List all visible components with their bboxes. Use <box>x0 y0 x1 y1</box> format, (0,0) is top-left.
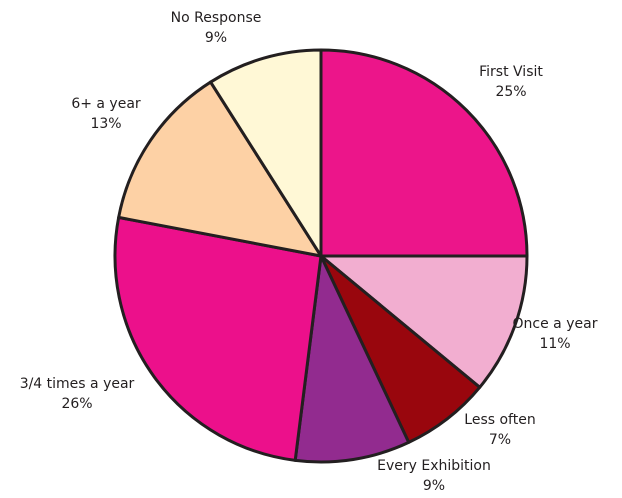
slice-label-value: 11% <box>539 336 570 352</box>
pie-slices <box>113 48 529 464</box>
slice-label: Every Exhibition 9% <box>377 458 491 494</box>
pie-slice-no-response <box>209 48 323 258</box>
slice-label: No Response 9% <box>171 10 262 46</box>
slice-label: Once a year 11% <box>513 316 598 352</box>
slice-label: 6+ a year 13% <box>71 96 141 132</box>
slice-label-name: No Response <box>171 10 262 26</box>
slice-label-value: 25% <box>495 84 526 100</box>
slice-label-name: Less often <box>464 412 535 428</box>
slice-label-value: 26% <box>61 396 92 412</box>
pie-slice-first-visit <box>319 48 529 258</box>
pie-labels: First Visit 25% Once a year 11% Less often 7%… <box>20 10 598 494</box>
slice-label: Less often 7% <box>464 412 535 448</box>
slice-label-name: 3/4 times a year <box>20 376 135 392</box>
slice-label-name: 6+ a year <box>71 96 141 112</box>
pie-slice-3-4-times-a-year <box>113 215 323 462</box>
slice-label-value: 9% <box>423 478 445 494</box>
slice-label-value: 7% <box>489 432 511 448</box>
slice-label-name: First Visit <box>479 64 543 80</box>
pie-slice-every-exhibition <box>293 254 411 464</box>
pie-slice-once-a-year <box>319 254 529 389</box>
slice-label-value: 9% <box>205 30 227 46</box>
slice-label: 3/4 times a year 26% <box>20 376 135 412</box>
slice-label-name: Once a year <box>513 316 598 332</box>
slice-label-name: Every Exhibition <box>377 458 491 474</box>
slice-label: First Visit 25% <box>479 64 543 100</box>
pie-slice-6-a-year <box>117 80 323 258</box>
slice-label-value: 13% <box>90 116 121 132</box>
